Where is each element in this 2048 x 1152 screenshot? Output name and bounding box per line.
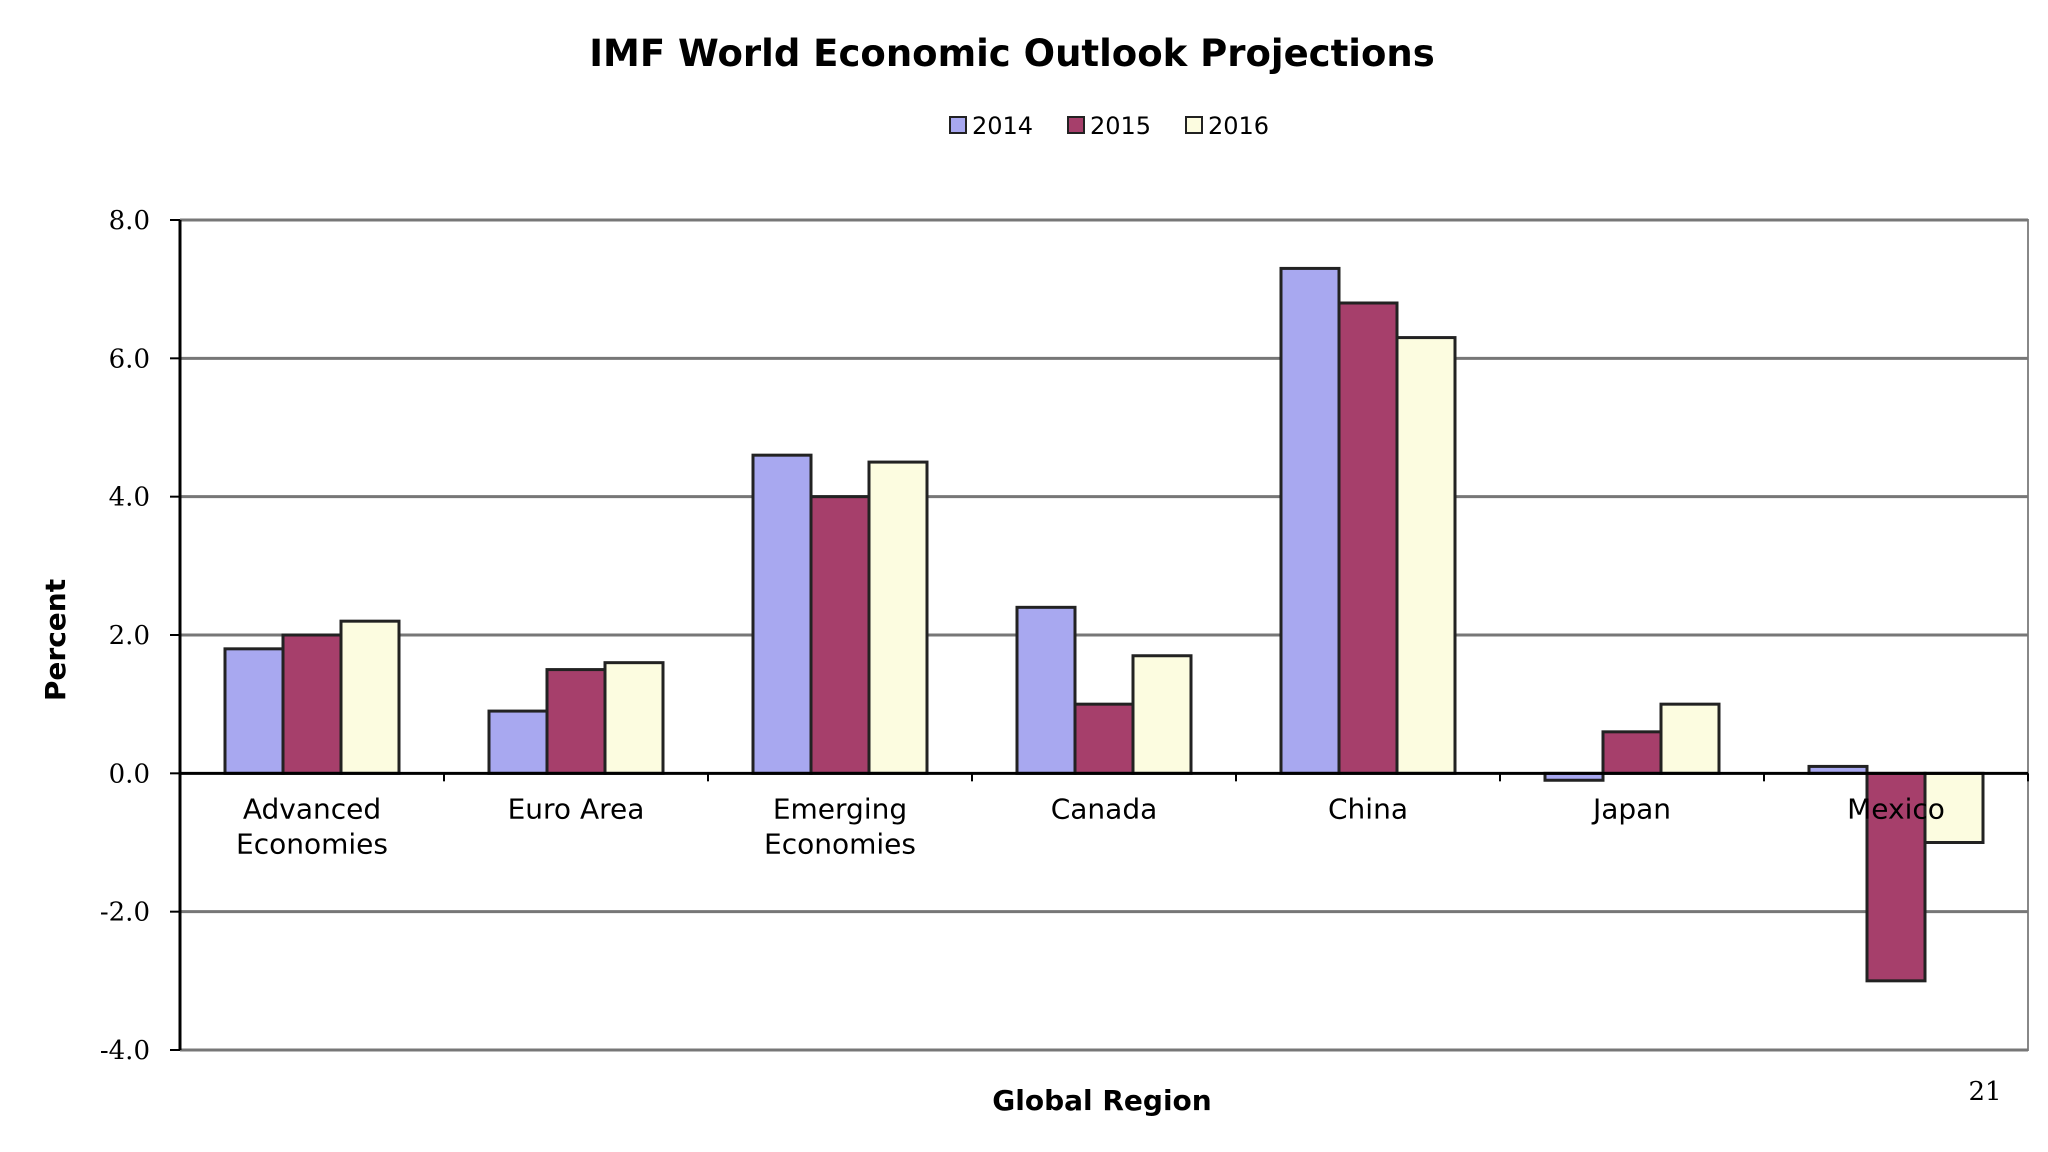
legend-swatch-2015 [1067,116,1085,134]
bar-2014-2 [751,453,813,775]
bar-2014-1 [487,709,549,775]
x-axis-label: Global Region [992,1084,1211,1117]
bar-2015-2 [809,495,871,775]
category-label: China [1328,792,1408,825]
bar-2016-2 [867,460,929,775]
category-label: Emerging [773,792,907,825]
bar-2014-0 [223,647,285,775]
y-tick-label: -2.0 [100,898,150,928]
y-tick-label: -4.0 [100,1036,150,1066]
axes [170,219,2029,1051]
legend-swatch-2016 [1185,116,1203,134]
bar-2016-1 [603,661,665,775]
category-label: Mexico [1847,792,1945,825]
bar-2014-4 [1279,266,1341,775]
bar-2016-5 [1659,702,1721,775]
category-label: Advanced [243,792,381,825]
category-label: Canada [1051,792,1158,825]
page-number: 21 [1968,1077,2001,1107]
bar-2015-6 [1865,771,1927,983]
bar-2015-5 [1601,730,1663,775]
legend-label-2014: 2014 [972,112,1033,140]
y-tick-label: 8.0 [109,206,150,236]
y-tick-labels: 8.0 6.0 4.0 2.0 0.0 -2.0 -4.0 [100,206,150,1066]
bars [223,266,1985,983]
bar-2015-1 [545,668,607,775]
legend-label-2015: 2015 [1090,112,1151,140]
bar-2015-0 [281,633,343,775]
category-label: Economies [236,827,388,860]
legend-label-2016: 2016 [1208,112,1269,140]
bar-2015-3 [1073,702,1135,775]
y-tick-label: 2.0 [109,621,150,651]
y-tick-label: 0.0 [109,759,150,789]
bar-2015-4 [1337,301,1399,775]
category-label: Economies [764,827,916,860]
gridlines [179,218,2029,1052]
y-tick-label: 6.0 [109,344,150,374]
legend-swatch-2014 [949,116,967,134]
category-label: Euro Area [508,792,645,825]
bar-2014-3 [1015,605,1077,775]
bar-2016-4 [1395,336,1457,775]
y-tick-label: 4.0 [109,483,150,513]
bar-2016-0 [339,619,401,775]
bar-2016-3 [1131,654,1193,775]
y-axis-label: Percent [39,579,72,701]
legend: 2014 2015 2016 [949,112,1269,140]
category-label: Japan [1591,792,1671,825]
chart-title: IMF World Economic Outlook Projections [589,32,1435,75]
